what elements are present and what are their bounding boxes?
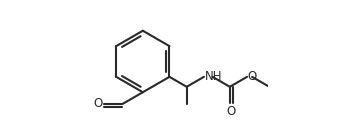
Text: O: O xyxy=(94,97,103,110)
Text: O: O xyxy=(227,105,236,118)
Text: O: O xyxy=(248,70,257,83)
Text: NH: NH xyxy=(205,70,222,83)
